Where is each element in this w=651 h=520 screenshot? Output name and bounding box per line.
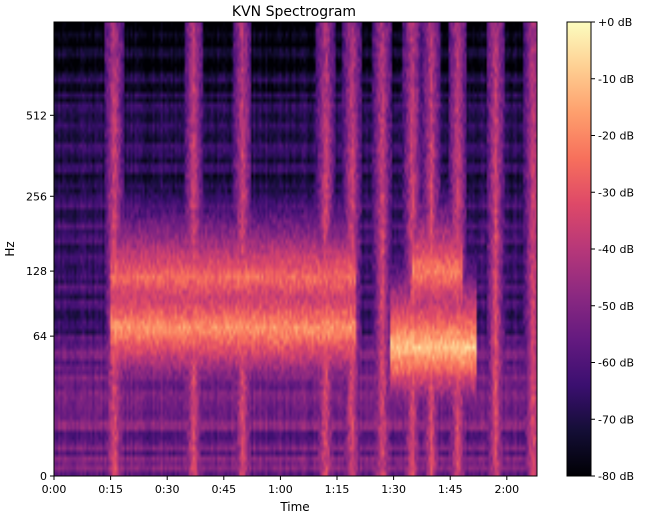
colorbar-tick-label: -70 dB: [598, 413, 634, 426]
x-tick-label: 0:00: [42, 483, 67, 496]
x-tick-label: 0:45: [211, 483, 236, 496]
y-axis: 0 64 128 256 512: [26, 109, 54, 483]
x-tick-label: 0:15: [98, 483, 123, 496]
x-tick-label: 0:30: [155, 483, 180, 496]
colorbar-tick-label: -80 dB: [598, 470, 634, 483]
colorbar-tick-label: -50 dB: [598, 300, 634, 313]
x-tick-label: 1:30: [381, 483, 406, 496]
chart-title: KVN Spectrogram: [232, 4, 356, 20]
spectrogram-heatmap: [54, 22, 537, 476]
colorbar-tick-label: -40 dB: [598, 243, 634, 256]
y-tick-label: 512: [26, 109, 47, 122]
colorbar-tick-label: -60 dB: [598, 357, 634, 370]
x-tick-label: 2:00: [494, 483, 519, 496]
x-axis-label: Time: [279, 500, 309, 514]
x-tick-label: 1:45: [438, 483, 463, 496]
colorbar-tick-label: -10 dB: [598, 73, 634, 86]
x-axis: 0:00 0:15 0:30 0:45 1:00 1:15 1:30 1:45 2:00: [42, 476, 519, 496]
y-axis-label: Hz: [3, 241, 17, 256]
y-tick-label: 64: [33, 330, 47, 343]
y-tick-label: 0: [40, 470, 47, 483]
x-tick-label: 1:00: [268, 483, 293, 496]
colorbar: [566, 21, 592, 477]
colorbar-axis: +0 dB -10 dB -20 dB -30 dB -40 dB -50 dB -60 d…: [591, 16, 634, 483]
colorbar-tick-label: +0 dB: [598, 16, 632, 29]
colorbar-tick-label: -30 dB: [598, 186, 634, 199]
spectrogram-plot-area: [54, 22, 537, 476]
y-tick-label: 128: [26, 265, 47, 278]
plot-frame: [53, 21, 538, 477]
x-tick-label: 1:15: [325, 483, 350, 496]
y-tick-label: 256: [26, 190, 47, 203]
colorbar-tick-label: -20 dB: [598, 130, 634, 143]
